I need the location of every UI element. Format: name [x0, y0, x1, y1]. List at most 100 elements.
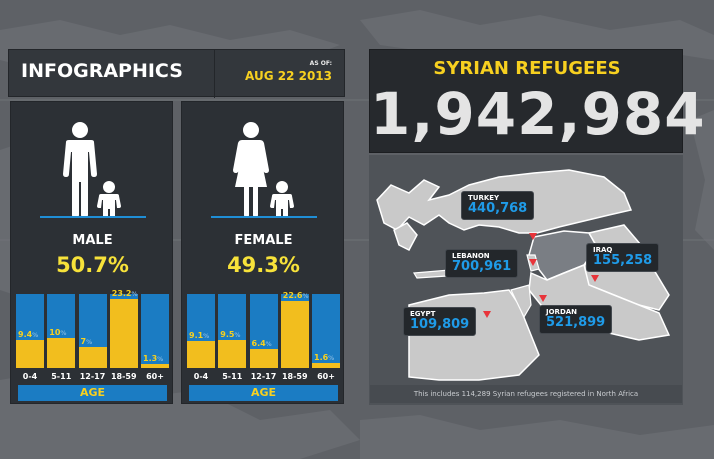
female-bar-5-11: 9.5%: [218, 294, 247, 368]
male-percent: 50.7%: [56, 253, 129, 277]
male-bar-label-unit: %: [157, 356, 164, 364]
female-bar-label-60+: 1.6%: [314, 353, 334, 362]
male-bar-label-18-59: 23.2%: [112, 289, 138, 298]
female-bar-label-number: 9.1: [189, 331, 204, 341]
pin-turkey-icon: [529, 233, 537, 240]
callout-egypt-value: 109,809: [410, 317, 470, 332]
callout-jordan: JORDAN 521,899: [539, 305, 613, 334]
refugee-total-box: SYRIAN REFUGEES 1,942,984: [369, 49, 706, 153]
page-title: INFOGRAPHICS: [21, 60, 183, 82]
male-bar-category-18-59: 18-59: [110, 372, 137, 381]
female-bar-fill-5-11: [218, 339, 247, 368]
male-underline: [40, 216, 146, 218]
female-bar-label-unit: %: [265, 341, 272, 349]
male-bar-5-11: 10%: [47, 294, 76, 368]
male-bar-label-number: 7: [80, 337, 87, 347]
callout-iraq-value: 155,258: [593, 253, 653, 268]
female-bar-fill-0-4: [187, 341, 215, 368]
female-bar-0-4: 9.1%: [187, 294, 215, 368]
female-bar-category-5-11: 5-11: [222, 372, 243, 381]
as-of-label: AS OF:: [309, 60, 332, 67]
male-card: MALE 50.7% 9.4% 0-4 10% 5-11 7% 12-17 23.2% 18-…: [10, 101, 173, 404]
sinai-landmass: [510, 284, 532, 319]
male-bar-60+: 1.3%: [141, 294, 169, 368]
callout-lebanon: LEBANON 700,961: [445, 249, 519, 278]
female-bar-label-unit: %: [234, 331, 241, 339]
female-age-chart: 9.1% 0-4 9.5% 5-11 6.4% 12-17 22.6% 18-59 1.6% 60…: [187, 291, 340, 384]
female-bar-label-number: 6.4: [251, 339, 266, 349]
male-bar-category-5-11: 5-11: [51, 372, 72, 381]
pin-lebanon-icon: [529, 259, 537, 266]
callout-egypt: EGYPT 109,809: [403, 307, 477, 336]
male-bar-label-60+: 1.3%: [143, 354, 163, 363]
female-bar-label-0-4: 9.1%: [189, 331, 209, 340]
female-bar-12-17: 6.4%: [249, 294, 278, 368]
callout-lebanon-name: LEBANON: [452, 252, 490, 260]
female-bar-label-unit: %: [328, 355, 335, 363]
male-bar-label-unit: %: [60, 330, 67, 338]
female-bar-label-12-17: 6.4%: [252, 339, 272, 348]
callout-iraq: IRAQ 155,258: [586, 243, 660, 272]
female-bar-fill-60+: [312, 363, 340, 368]
male-bar-label-0-4: 9.4%: [18, 330, 38, 339]
male-bar-label-number: 9.4: [18, 330, 33, 340]
header-divider: [214, 50, 215, 98]
female-bar-label-number: 1.6: [314, 353, 329, 363]
male-bar-12-17: 7%: [78, 294, 107, 368]
female-bar-category-12-17: 12-17: [250, 372, 277, 381]
male-bar-18-59: 23.2%: [109, 289, 138, 368]
female-bar-category-18-59: 18-59: [281, 372, 308, 381]
female-bar-label-18-59: 22.6%: [283, 291, 309, 300]
female-bar-label-unit: %: [203, 333, 210, 341]
female-bar-label-unit: %: [302, 293, 309, 301]
female-bar-fill-12-17: [249, 349, 278, 368]
footnote: This includes 114,289 Syrian refugees re…: [370, 385, 682, 403]
female-bar-60+: 1.6%: [312, 294, 340, 368]
region-map: TURKEY 440,768 LEBANON 700,961 IRAQ 155,…: [369, 155, 683, 405]
male-adult-child-icon: [63, 122, 121, 218]
callout-turkey-name: TURKEY: [468, 194, 500, 202]
male-bar-label-unit: %: [131, 291, 138, 299]
male-bar-fill-60+: [141, 364, 169, 368]
male-bar-fill-0-4: [16, 340, 44, 368]
female-label: FEMALE: [234, 233, 293, 248]
callout-egypt-name: EGYPT: [410, 310, 436, 318]
male-bar-category-0-4: 0-4: [22, 372, 38, 381]
female-bar-category-0-4: 0-4: [193, 372, 209, 381]
callout-jordan-value: 521,899: [546, 315, 606, 330]
male-bar-fill-18-59: [109, 299, 138, 368]
male-bar-label-5-11: 10%: [49, 328, 66, 337]
male-bar-label-number: 10: [49, 328, 61, 338]
male-bar-category-60+: 60+: [146, 372, 164, 381]
as-of-date: AUG 22 2013: [245, 69, 332, 83]
male-bar-fill-12-17: [78, 347, 107, 368]
female-bar-18-59: 22.6%: [280, 291, 309, 368]
male-bar-label-12-17: 7%: [81, 337, 93, 346]
female-adult-child-icon: [233, 122, 294, 218]
female-bar-label-number: 9.5: [220, 329, 235, 339]
male-bar-category-12-17: 12-17: [79, 372, 106, 381]
callout-jordan-name: JORDAN: [546, 308, 578, 316]
female-card: FEMALE 49.3% 9.1% 0-4 9.5% 5-11 6.4% 12-17 22.…: [181, 101, 344, 404]
pin-egypt-icon: [483, 311, 491, 318]
female-percent: 49.3%: [227, 253, 300, 277]
refugee-title: SYRIAN REFUGEES: [433, 58, 621, 79]
female-bar-label-5-11: 9.5%: [220, 330, 240, 339]
male-bar-label-unit: %: [32, 332, 39, 340]
male-bar-fill-5-11: [47, 338, 76, 368]
female-bar-category-60+: 60+: [317, 372, 335, 381]
callout-iraq-name: IRAQ: [593, 246, 613, 254]
male-bar-label-unit: %: [86, 339, 93, 347]
male-bar-label-number: 23.2: [111, 289, 132, 299]
callout-turkey-value: 440,768: [468, 201, 528, 216]
callout-lebanon-value: 700,961: [452, 259, 512, 274]
female-age-axis-label: AGE: [189, 385, 338, 401]
refugee-total: 1,942,984: [370, 80, 706, 148]
header-bar: INFOGRAPHICS AS OF: AUG 22 2013: [8, 49, 345, 98]
female-bar-fill-18-59: [280, 301, 309, 368]
female-bar-label-number: 22.6: [282, 291, 303, 301]
male-bar-0-4: 9.4%: [16, 294, 44, 368]
callout-turkey: TURKEY 440,768: [461, 191, 535, 220]
greece-landmass: [393, 222, 418, 251]
male-label: MALE: [72, 233, 113, 248]
